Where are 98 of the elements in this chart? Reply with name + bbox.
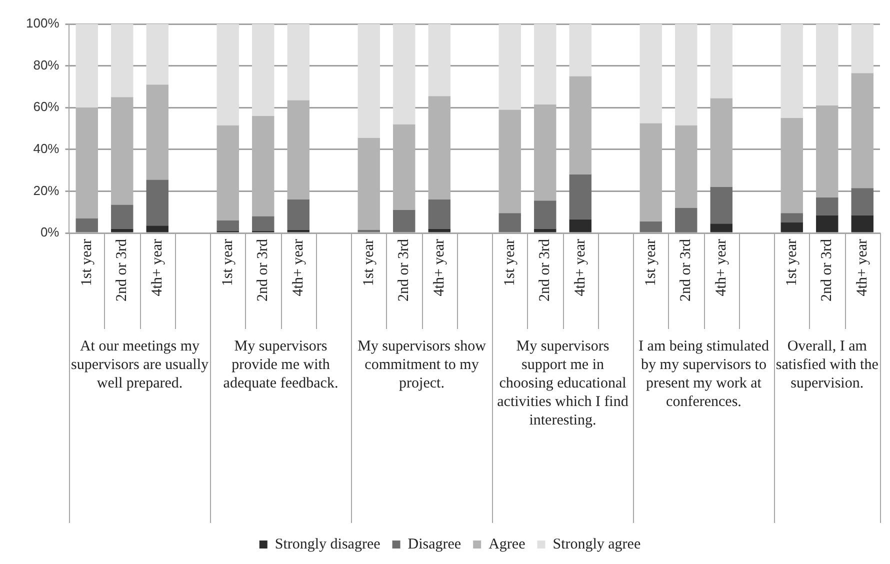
bar <box>252 24 274 116</box>
text: I am being stimulated by my supervisors to present my work at conferences. <box>638 338 770 410</box>
bar <box>640 222 662 232</box>
bar <box>76 24 98 108</box>
x-tick-label: 2nd or 3rd <box>255 238 272 302</box>
bar <box>393 210 416 232</box>
bar <box>675 24 698 126</box>
bar <box>76 108 98 218</box>
legend-label: Disagree <box>408 536 462 552</box>
bar <box>216 125 239 220</box>
y-tick-label: 20% <box>33 182 60 198</box>
bar <box>358 138 380 230</box>
bar <box>146 24 168 85</box>
x-tick-label: 2nd or 3rd <box>678 238 694 302</box>
bar <box>252 116 274 216</box>
bar <box>498 213 521 232</box>
bar <box>358 24 380 138</box>
bar <box>534 24 556 104</box>
x-tick-label: 2nd or 3rd <box>819 238 836 302</box>
x-tick-label: 1st year <box>502 239 518 286</box>
bar <box>216 220 239 231</box>
bar <box>498 24 521 110</box>
bar <box>710 187 732 224</box>
text: My supervisors show commitment to my project. <box>358 338 486 392</box>
bar <box>569 76 592 174</box>
x-tick-label: 1st year <box>784 239 800 286</box>
x-tick-label: 4th+ year <box>149 238 166 296</box>
bar <box>428 200 450 229</box>
x-tick-label: 4th+ year <box>713 238 730 296</box>
bar <box>710 224 732 232</box>
y-tick-label: 60% <box>33 99 60 114</box>
bar <box>569 24 592 76</box>
text: My supervisors support me in choosing educational activities which I find interesting. <box>497 338 629 428</box>
y-tick-label: 0% <box>40 224 60 240</box>
bar <box>816 106 838 198</box>
bar <box>111 24 134 98</box>
x-tick-label: 1st year <box>220 239 236 286</box>
bar <box>76 218 98 232</box>
x-tick-label: 4th+ year <box>431 238 448 296</box>
x-tick-label: 4th+ year <box>572 238 588 296</box>
bar <box>111 228 134 232</box>
bar <box>851 188 874 216</box>
y-tick-label: 100% <box>26 16 60 31</box>
y-tick-label: 40% <box>33 140 60 156</box>
x-tick-label: 1st year <box>360 239 377 286</box>
bar <box>710 24 732 98</box>
bar <box>780 222 803 232</box>
bar <box>428 96 450 200</box>
bar <box>569 174 592 220</box>
bar <box>498 110 521 214</box>
bar <box>393 124 416 210</box>
bar <box>569 219 592 232</box>
x-tick-label: 1st year <box>78 239 95 286</box>
bar <box>780 213 803 223</box>
x-tick-label: 1st year <box>642 239 659 286</box>
text: Overall, I am satisfied with the supervision. <box>776 338 879 392</box>
x-tick-label: 2nd or 3rd <box>114 238 130 302</box>
bar <box>640 24 662 124</box>
bar <box>675 125 698 208</box>
legend-label: Strongly agree <box>552 536 641 552</box>
bar <box>816 24 838 106</box>
bar <box>534 104 556 201</box>
bar <box>428 24 450 96</box>
legend-label: Agree <box>488 536 526 552</box>
text: At our meetings my supervisors are usually well prepared. <box>71 338 209 392</box>
bar <box>675 208 698 232</box>
bar <box>780 118 803 214</box>
bar <box>252 216 274 231</box>
bar <box>393 24 416 124</box>
bar <box>216 24 239 126</box>
bar <box>111 204 134 229</box>
bar <box>640 123 662 222</box>
bar <box>287 100 310 200</box>
bar <box>146 84 168 180</box>
legend-label: Strongly disagree <box>274 536 381 552</box>
bar <box>287 24 310 100</box>
bar <box>534 228 556 232</box>
bar <box>111 97 134 205</box>
bar <box>851 73 874 188</box>
x-tick-label: 4th+ year <box>290 238 306 296</box>
bar <box>851 215 874 232</box>
bar <box>534 200 556 229</box>
x-tick-label: 4th+ year <box>854 238 870 296</box>
bar <box>428 228 450 232</box>
bar <box>816 197 838 216</box>
bar <box>358 230 380 232</box>
bar <box>851 24 874 74</box>
bar <box>780 24 803 118</box>
text: My supervisors provide me with adequate feedback. <box>223 338 338 392</box>
bar <box>287 200 310 230</box>
y-tick-label: 80% <box>33 57 60 72</box>
bar <box>146 226 168 232</box>
x-tick-label: 2nd or 3rd <box>396 238 412 302</box>
x-tick-label: 2nd or 3rd <box>537 238 554 302</box>
bar <box>287 230 310 232</box>
bar <box>146 180 168 226</box>
bar <box>710 98 732 188</box>
bar <box>816 215 838 232</box>
